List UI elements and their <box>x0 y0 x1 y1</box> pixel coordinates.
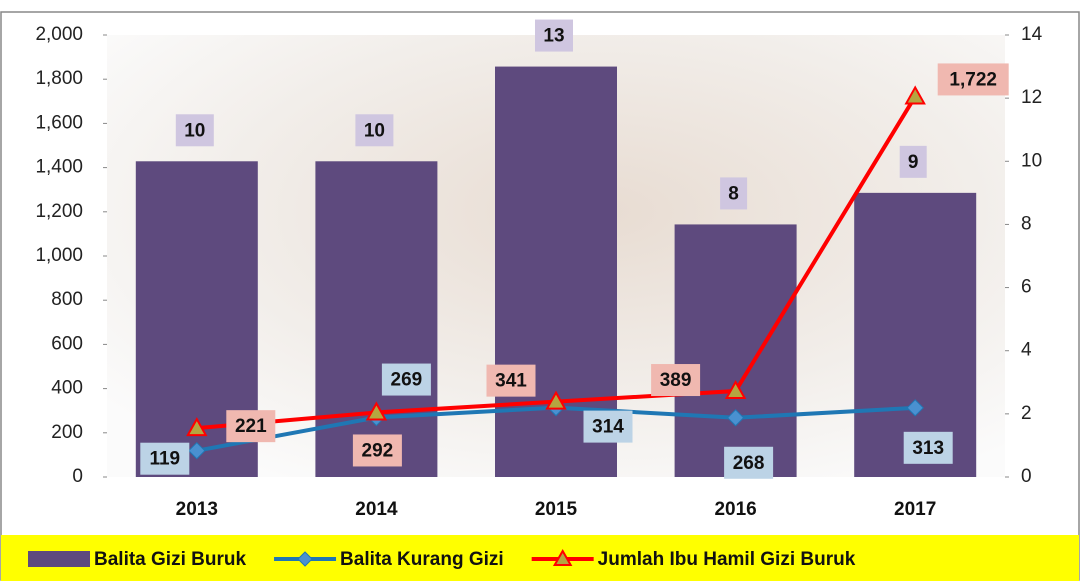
legend-swatch <box>28 551 90 567</box>
y-tick-label: 800 <box>51 289 83 310</box>
y-tick-label: 1,200 <box>35 201 83 222</box>
y2-tick-label: 0 <box>1021 466 1032 487</box>
y-tick-label: 200 <box>51 422 83 443</box>
legend-label: Jumlah Ibu Hamil Gizi Buruk <box>598 549 856 570</box>
line-value-label: 313 <box>912 438 944 459</box>
x-tick-label: 2013 <box>176 499 218 520</box>
bar <box>315 161 437 477</box>
y-tick-label: 600 <box>51 333 83 354</box>
line-value-label: 119 <box>149 449 180 470</box>
y2-tick-label: 10 <box>1021 150 1042 171</box>
y2-tick-label: 4 <box>1021 340 1032 361</box>
x-tick-label: 2016 <box>714 499 756 520</box>
bar-value-label: 9 <box>908 152 919 173</box>
bar-value-label: 8 <box>728 183 739 204</box>
y2-tick-label: 12 <box>1021 87 1042 108</box>
y-tick-label: 400 <box>51 378 83 399</box>
line-value-label: 221 <box>235 416 267 437</box>
line-value-label: 341 <box>495 371 527 392</box>
line-value-label: 314 <box>592 417 624 438</box>
bar <box>675 224 797 477</box>
bar-value-label: 13 <box>543 26 564 47</box>
y-tick-label: 1,800 <box>35 68 83 89</box>
legend-label: Balita Kurang Gizi <box>340 549 504 570</box>
line-value-label: 268 <box>733 453 765 474</box>
y-tick-label: 0 <box>72 466 83 487</box>
line-value-label: 389 <box>660 370 692 391</box>
chart: 0 200 400 600 800 1,000 1,200 1,400 1,600 1,800 2,… <box>0 0 1081 582</box>
y2-tick-label: 14 <box>1021 24 1043 45</box>
y-tick-label: 1,600 <box>35 112 83 133</box>
legend-label: Balita Gizi Buruk <box>94 549 246 570</box>
y-tick-label: 2,000 <box>35 24 83 45</box>
y2-tick-label: 8 <box>1021 213 1032 234</box>
line-value-label: 269 <box>391 370 423 391</box>
x-tick-label: 2017 <box>894 499 936 520</box>
bar-value-label: 10 <box>364 120 385 141</box>
line-value-label: 292 <box>362 440 394 461</box>
x-tick-label: 2014 <box>355 499 398 520</box>
bar-value-label: 10 <box>184 120 205 141</box>
y-tick-label: 1,000 <box>35 245 83 266</box>
y2-tick-label: 6 <box>1021 277 1032 298</box>
x-tick-label: 2015 <box>535 499 578 520</box>
y-tick-label: 1,400 <box>35 157 83 178</box>
y2-tick-label: 2 <box>1021 403 1032 424</box>
line-value-label: 1,722 <box>949 69 997 90</box>
